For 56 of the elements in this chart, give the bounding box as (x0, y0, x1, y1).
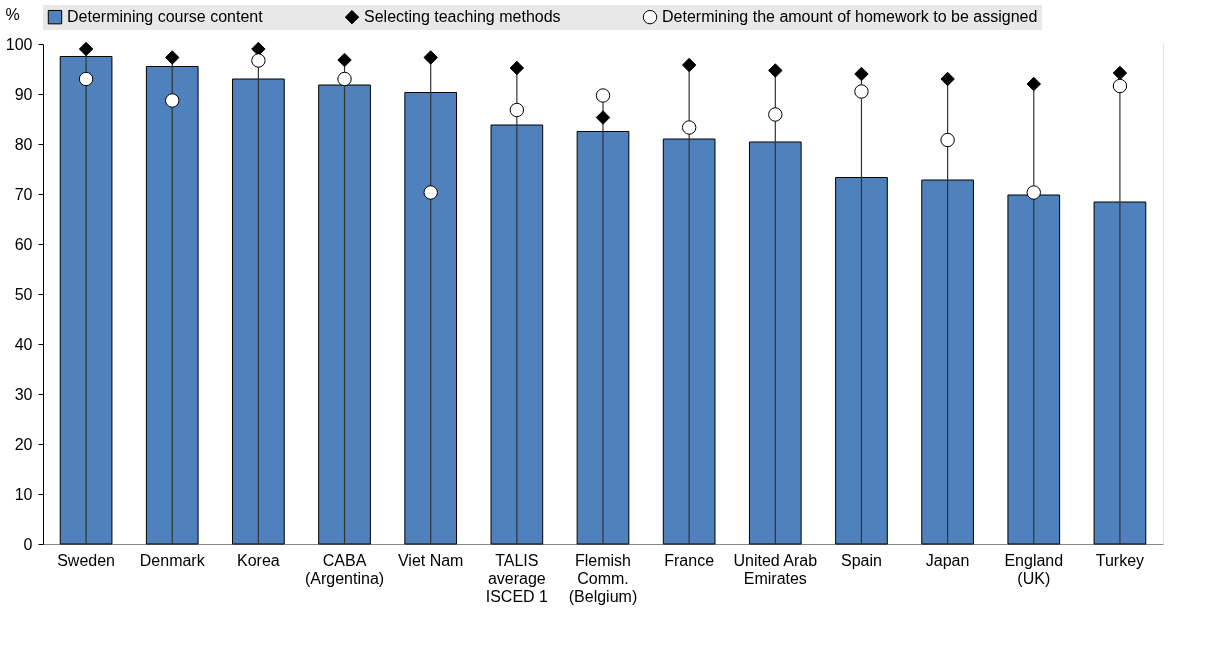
point (165, 93, 180, 108)
y-tick-label: 60 (14, 235, 33, 253)
bar (835, 177, 888, 545)
x-tick-label: United Arab Emirates (733, 551, 818, 587)
bar (921, 179, 974, 545)
y-tick-label: 0 (23, 535, 33, 553)
y-tick-label: 70 (14, 185, 33, 203)
x-tick-label: Sweden (57, 551, 115, 569)
point (1026, 185, 1041, 200)
y-axis-title: % (5, 5, 20, 23)
bar (490, 124, 544, 545)
x-tick-label: France (664, 551, 715, 569)
bar (145, 66, 199, 545)
x-tick-label: England (UK) (1004, 551, 1064, 587)
y-tick-label: 100 (5, 35, 33, 53)
x-tick-label: Japan (925, 551, 970, 569)
point (595, 110, 611, 125)
point (509, 60, 525, 76)
bar (404, 92, 458, 545)
y-tick-label: 40 (14, 335, 33, 353)
x-tick-label: Denmark (139, 551, 206, 569)
legend-label: Selecting teaching methods (364, 8, 561, 26)
x-tick-label: Korea (237, 551, 280, 569)
point (681, 57, 697, 73)
point (940, 71, 955, 87)
x-tick-label: Turkey (1095, 551, 1145, 569)
x-tick-label: Spain (841, 551, 882, 569)
point (768, 63, 783, 78)
point (78, 71, 94, 87)
point (165, 50, 180, 65)
point (423, 185, 438, 200)
y-tick-label: 10 (14, 485, 33, 503)
bar (1093, 201, 1147, 545)
point (1026, 76, 1041, 92)
point (854, 66, 869, 82)
legend-label: Determining course content (67, 8, 264, 26)
point (854, 84, 869, 99)
y-tick-label: 20 (14, 435, 33, 453)
bar (662, 138, 716, 545)
bar (232, 78, 285, 545)
y-tick-label: 90 (14, 85, 33, 103)
x-tick-label: Flemish Comm. (Belgium) (568, 551, 638, 605)
x-tick-label: TALIS average ISCED 1 (485, 551, 549, 605)
bar (576, 131, 630, 545)
point (337, 71, 352, 87)
point (423, 50, 438, 65)
x-tick-label: CABA (Argentina) (304, 551, 385, 587)
bar (748, 141, 802, 545)
y-tick-label: 30 (14, 385, 33, 403)
y-tick-label: 80 (14, 135, 33, 153)
point (337, 52, 352, 68)
x-tick-label: Viet Nam (397, 551, 464, 569)
legend-label: Determining the amount of homework to be assigned (662, 8, 1038, 26)
point (78, 41, 94, 57)
y-tick-label: 50 (14, 285, 33, 303)
point (1112, 65, 1128, 81)
